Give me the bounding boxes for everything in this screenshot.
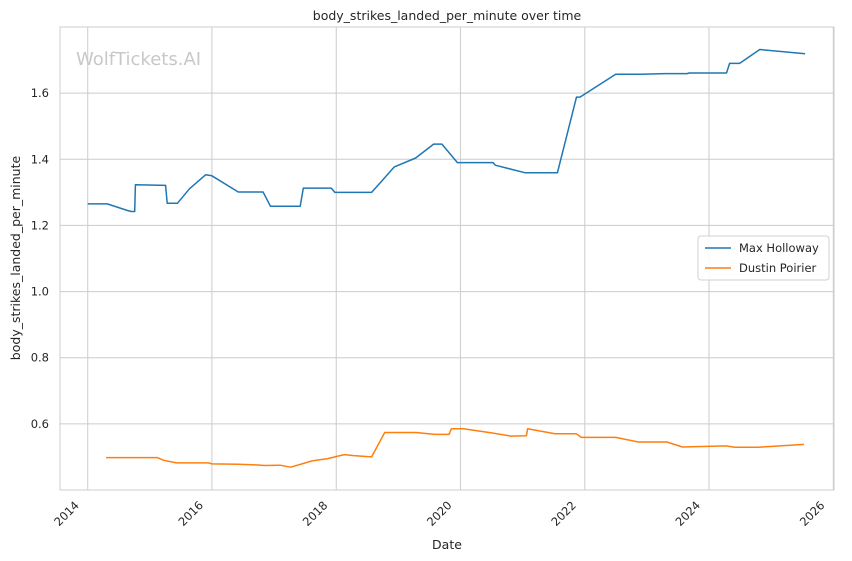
x-axis-label: Date	[432, 537, 462, 552]
chart-title: body_strikes_landed_per_minute over time	[313, 8, 582, 23]
x-tick-label: 2018	[300, 498, 331, 529]
series-lines	[87, 48, 806, 468]
x-tick-label: 2026	[797, 498, 828, 529]
y-tick-label: 1.0	[31, 285, 49, 299]
grid	[60, 27, 834, 490]
y-tick-labels: 0.6 0.8 1.0 1.2 1.4 1.6	[31, 86, 49, 431]
x-tick-label: 2014	[51, 498, 82, 529]
x-tick-label: 2020	[424, 498, 455, 529]
x-tick-label: 2022	[548, 498, 579, 529]
y-tick-label: 1.4	[31, 152, 49, 166]
legend-label-max-holloway: Max Holloway	[739, 241, 819, 255]
x-tick-labels: 2014 2016 2018 2020 2022 2024 2026	[51, 498, 827, 529]
y-tick-label: 1.6	[31, 86, 49, 100]
y-tick-label: 1.2	[31, 218, 49, 232]
watermark: WolfTickets.AI	[76, 49, 201, 70]
y-tick-label: 0.8	[31, 351, 49, 365]
series-line-dustin-poirier	[106, 428, 804, 468]
x-tick-label: 2016	[175, 498, 206, 529]
legend-box	[697, 235, 830, 281]
x-tick-label: 2024	[672, 498, 703, 529]
legend-label-dustin-poirier: Dustin Poirier	[739, 261, 817, 275]
series-line-max-holloway	[87, 48, 806, 213]
y-axis-label: body_strikes_landed_per_minute	[8, 155, 23, 360]
y-tick-label: 0.6	[31, 417, 49, 431]
legend: Max Holloway Dustin Poirier	[697, 235, 830, 281]
